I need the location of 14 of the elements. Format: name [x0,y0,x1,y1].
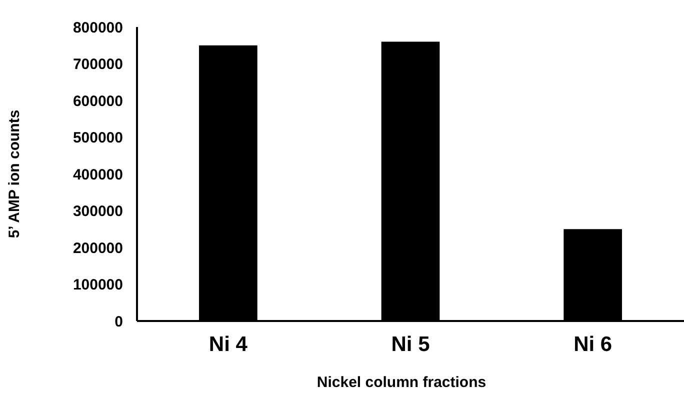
x-axis-title: Nickel column fractions [316,374,486,391]
y-tick-label: 0 [114,313,123,330]
y-tick-label: 700000 [72,56,123,73]
x-tick-label: Ni 6 [574,333,612,356]
y-tick-label: 600000 [72,92,123,110]
y-tick-label: 500000 [72,130,123,146]
y-tick-label: 800000 [72,19,123,36]
y-tick-label: 200000 [72,240,123,257]
y-tick-label: 300000 [72,203,123,220]
y-axis-title: 5’ AMP ion counts [6,110,23,238]
y-tick-label: 100000 [72,276,123,294]
y-tick-label: 400000 [72,166,123,184]
x-tick-label: Ni 5 [391,333,430,356]
x-tick-label: Ni 4 [208,333,248,356]
